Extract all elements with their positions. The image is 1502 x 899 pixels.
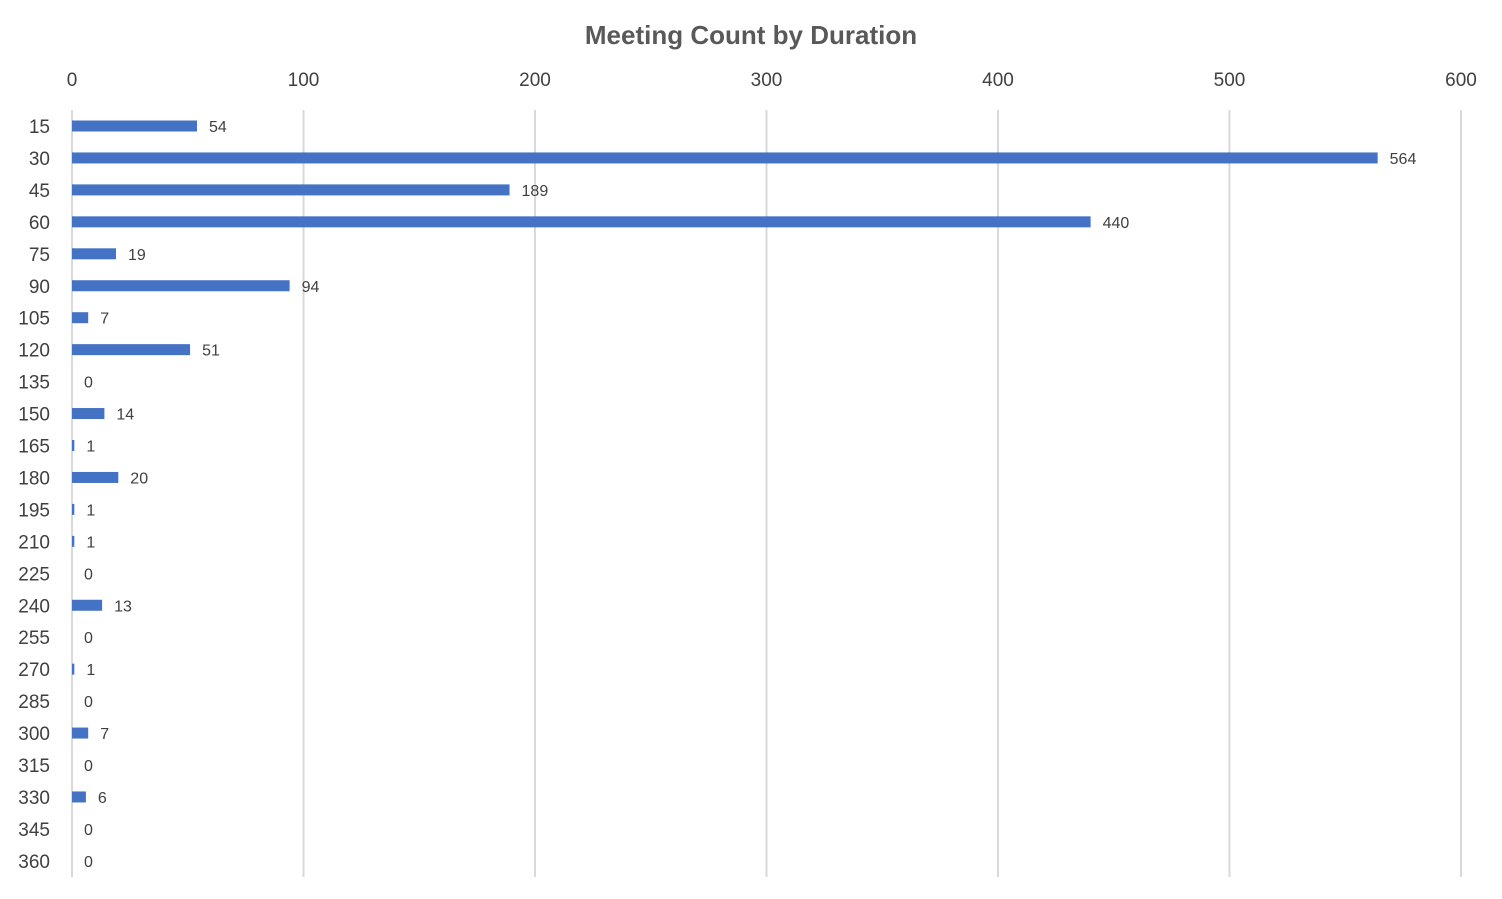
bar bbox=[72, 440, 75, 451]
value-tick-label: 600 bbox=[1445, 70, 1477, 91]
category-label: 285 bbox=[18, 692, 50, 713]
value-axis: 0 100 200 300 400 500 600 bbox=[67, 70, 1477, 91]
bar bbox=[72, 120, 198, 132]
bar bbox=[72, 599, 103, 611]
category-label: 75 bbox=[29, 245, 50, 266]
data-label: 1 bbox=[86, 439, 95, 456]
category-label: 105 bbox=[18, 309, 50, 330]
category-label: 315 bbox=[18, 756, 50, 777]
gridlines bbox=[71, 110, 1462, 877]
category-label: 300 bbox=[18, 724, 50, 745]
data-label: 1 bbox=[86, 502, 95, 519]
data-label: 1 bbox=[86, 534, 95, 551]
category-label: 345 bbox=[18, 820, 50, 841]
data-label: 0 bbox=[84, 630, 93, 647]
bar bbox=[72, 248, 116, 260]
data-label: 0 bbox=[84, 375, 93, 392]
value-tick-label: 100 bbox=[288, 70, 320, 91]
value-tick-label: 0 bbox=[67, 70, 78, 91]
category-label: 90 bbox=[29, 277, 50, 298]
bar bbox=[72, 503, 75, 515]
bar bbox=[72, 727, 89, 739]
bar bbox=[72, 535, 75, 547]
data-label: 1 bbox=[86, 662, 95, 679]
category-label: 165 bbox=[18, 437, 50, 458]
data-label: 0 bbox=[84, 758, 93, 775]
category-label: 30 bbox=[29, 149, 50, 170]
data-label: 51 bbox=[202, 343, 220, 360]
category-label: 255 bbox=[18, 628, 50, 649]
data-label: 0 bbox=[84, 822, 93, 839]
category-label: 120 bbox=[18, 341, 50, 362]
bar bbox=[72, 280, 290, 292]
data-label: 94 bbox=[302, 279, 320, 296]
value-tick-label: 500 bbox=[1214, 70, 1246, 91]
category-label: 150 bbox=[18, 405, 50, 426]
category-label: 360 bbox=[18, 852, 50, 873]
bar bbox=[72, 152, 1378, 164]
category-label: 330 bbox=[18, 788, 50, 809]
data-label: 440 bbox=[1103, 215, 1130, 232]
category-label: 270 bbox=[18, 660, 50, 681]
bar bbox=[72, 184, 510, 196]
data-label: 54 bbox=[209, 119, 227, 136]
category-label: 210 bbox=[18, 532, 50, 553]
value-tick-label: 400 bbox=[982, 70, 1014, 91]
value-tick-label: 300 bbox=[751, 70, 783, 91]
bar bbox=[72, 312, 89, 324]
data-label: 6 bbox=[98, 790, 107, 807]
data-label: 7 bbox=[100, 726, 109, 743]
data-label: 0 bbox=[84, 854, 93, 871]
bar bbox=[72, 471, 119, 483]
bar bbox=[72, 791, 86, 803]
bar bbox=[72, 344, 191, 356]
bar bbox=[72, 408, 105, 420]
data-label: 20 bbox=[130, 470, 148, 487]
category-label: 15 bbox=[29, 117, 50, 138]
data-label: 564 bbox=[1390, 151, 1417, 168]
category-label: 195 bbox=[18, 500, 50, 521]
data-label: 7 bbox=[100, 311, 109, 328]
data-label: 189 bbox=[522, 183, 549, 200]
category-label: 240 bbox=[18, 596, 50, 617]
category-label: 180 bbox=[18, 468, 50, 489]
chart-title: Meeting Count by Duration bbox=[585, 20, 917, 50]
data-label: 0 bbox=[84, 566, 93, 583]
category-label: 60 bbox=[29, 213, 50, 234]
bar bbox=[72, 663, 75, 675]
data-label: 14 bbox=[116, 407, 134, 424]
data-label: 19 bbox=[128, 247, 146, 264]
category-label: 135 bbox=[18, 373, 50, 394]
value-tick-label: 200 bbox=[519, 70, 551, 91]
category-label: 225 bbox=[18, 564, 50, 585]
data-label: 13 bbox=[114, 598, 132, 615]
bars bbox=[72, 120, 1378, 803]
bar bbox=[72, 216, 1091, 228]
category-label: 45 bbox=[29, 181, 50, 202]
category-axis: 15 30 45 60 75 90 105 120 135 150 165 180 195 210 225 2… bbox=[18, 117, 50, 873]
data-label: 0 bbox=[84, 694, 93, 711]
